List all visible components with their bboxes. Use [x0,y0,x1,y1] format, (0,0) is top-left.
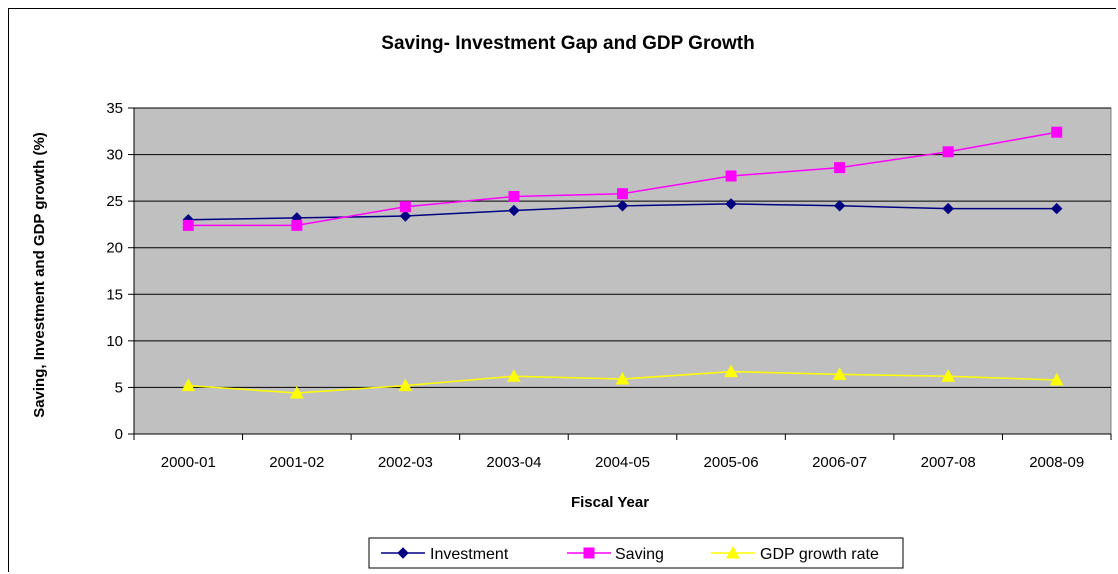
y-tick-label: 30 [106,147,123,164]
legend-label: GDP growth rate [760,546,879,563]
x-tick-label: 2008-09 [1029,454,1084,471]
chart-title: Saving- Investment Gap and GDP Growth [381,33,754,54]
legend-label: Investment [430,546,509,563]
data-point-triangle [289,385,304,399]
data-point-square [1051,126,1063,138]
data-point-square [834,162,846,174]
x-tick-label: 2006-07 [812,454,867,471]
data-point-diamond [725,198,737,210]
y-tick-label: 5 [115,379,123,396]
x-tick-label: 2004-05 [595,454,650,471]
data-point-triangle [181,378,196,392]
data-point-square [508,190,520,202]
series-investment [182,198,1063,226]
data-point-square [583,547,595,559]
x-tick-label: 2005-06 [704,454,759,471]
legend-item: GDP growth rate [711,545,879,563]
y-tick-label: 25 [106,193,123,210]
legend-label: Saving [615,546,664,563]
data-point-triangle [941,369,956,382]
plot-area [133,107,1112,435]
data-point-diamond [397,547,409,559]
x-tick-label: 2001-02 [269,454,324,471]
data-point-triangle [507,369,521,382]
x-tick-label: 2000-01 [161,454,216,471]
data-point-triangle [1049,372,1064,386]
data-point-triangle [615,372,630,385]
y-tick-label: 35 [106,100,123,117]
series-saving [182,126,1063,231]
y-tick-label: 15 [106,286,123,303]
data-point-square [617,188,628,200]
data-point-diamond [833,200,846,212]
legend-box [368,537,904,569]
data-point-square [399,201,411,213]
data-point-triangle [832,367,847,380]
data-point-triangle [724,364,738,378]
data-point-square [182,219,194,231]
data-point-square [942,146,954,158]
y-tick-labels: 0 5 10 15 20 25 30 35 [106,100,123,443]
data-point-square [291,219,303,231]
legend-item: Saving [567,546,664,563]
legend: Investment Saving GDP growth rate [368,537,904,569]
data-point-diamond [399,210,412,222]
data-point-diamond [508,204,520,217]
x-tick-label: 2002-03 [378,454,433,471]
axes [133,108,1112,440]
legend-item: Investment [381,546,509,563]
x-axis-title: Fiscal Year [571,494,649,511]
data-point-diamond [942,202,954,215]
data-point-diamond [616,200,629,212]
y-tick-label: 10 [106,333,123,350]
data-point-square [725,170,737,182]
data-point-diamond [1051,202,1063,215]
series-group [181,126,1064,399]
x-tick-label: 2003-04 [486,454,541,471]
x-tick-label: 2007-08 [921,454,976,471]
x-tick-labels: 2000-01 2001-02 2002-03 2003-04 2004-05 2005-… [161,454,1085,471]
data-point-triangle [726,545,740,559]
data-point-triangle [398,378,413,392]
y-tick-label: 0 [115,426,123,443]
series-gdp-growth-rate [181,364,1064,399]
y-tick-label: 20 [106,240,123,257]
y-axis-title: Saving, Investment and GDP growth (%) [31,132,48,418]
